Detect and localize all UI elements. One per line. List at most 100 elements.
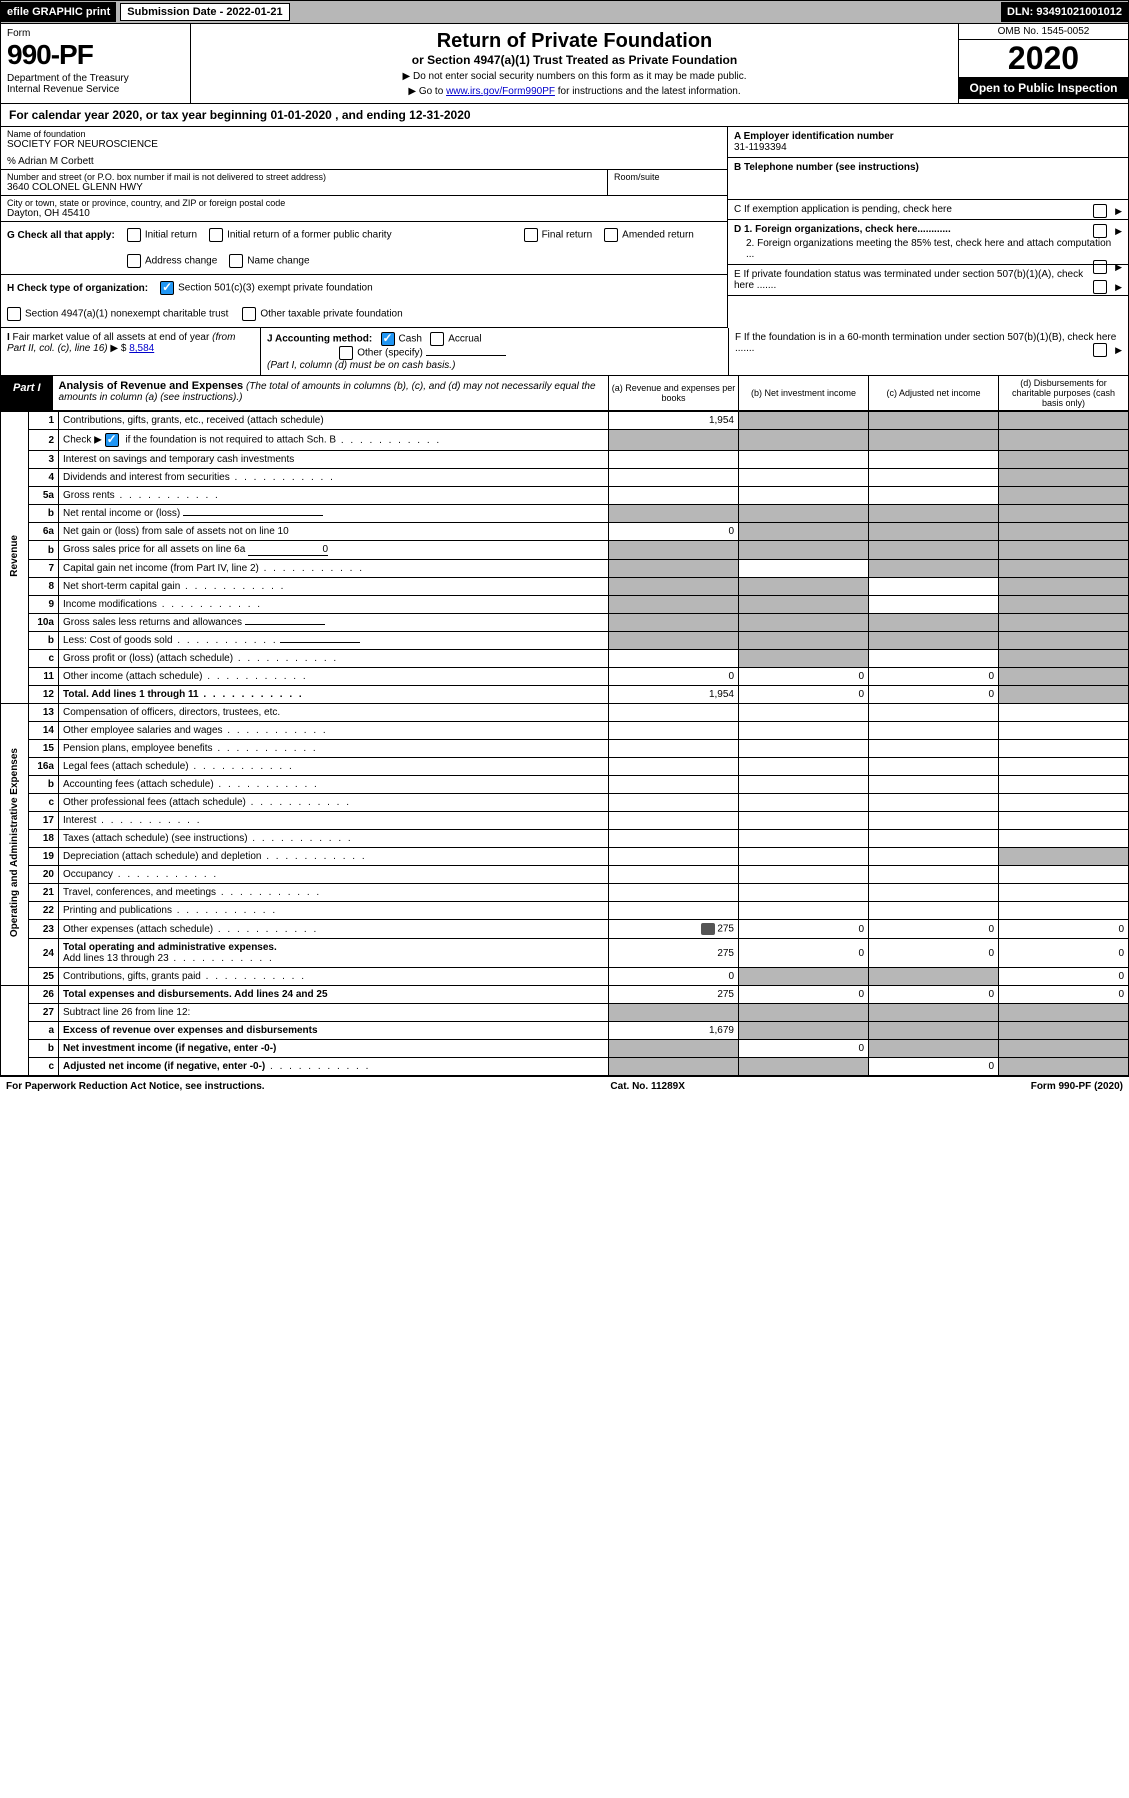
form-header: Form 990-PF Department of the TreasuryIn… (0, 24, 1129, 104)
page-footer: For Paperwork Reduction Act Notice, see … (0, 1076, 1129, 1096)
city-label: City or town, state or province, country… (7, 198, 721, 208)
table-row: 10aGross sales less returns and allowanc… (1, 614, 1129, 632)
dln-badge: DLN: 93491021001012 (1001, 2, 1128, 22)
ein-label: A Employer identification number (734, 131, 894, 142)
j-label: J Accounting method: (267, 334, 372, 345)
chk-other-taxable[interactable] (242, 307, 256, 321)
entity-info: Name of foundation SOCIETY FOR NEUROSCIE… (0, 127, 1129, 328)
table-row: 14Other employee salaries and wages (1, 722, 1129, 740)
table-row: 19Depreciation (attach schedule) and dep… (1, 848, 1129, 866)
chk-cash[interactable] (381, 332, 395, 346)
table-row: 7Capital gain net income (from Part IV, … (1, 560, 1129, 578)
table-row: cAdjusted net income (if negative, enter… (1, 1058, 1129, 1076)
chk-4947[interactable] (7, 307, 21, 321)
care-of: % Adrian M Corbett (7, 156, 721, 167)
section-g: G Check all that apply: Initial return I… (1, 222, 728, 275)
footer-right: Form 990-PF (2020) (1031, 1081, 1123, 1092)
table-row: 11Other income (attach schedule)000 (1, 668, 1129, 686)
main-table: Revenue 1Contributions, gifts, grants, e… (0, 411, 1129, 1076)
room-label: Room/suite (614, 172, 721, 182)
chk-d1[interactable] (1093, 224, 1107, 238)
chk-final[interactable] (524, 228, 538, 242)
fmv-value[interactable]: 8,584 (129, 343, 154, 354)
d2-label: 2. Foreign organizations meeting the 85%… (746, 238, 1122, 260)
table-row: bNet rental income or (loss) (1, 505, 1129, 523)
table-row: 23Other expenses (attach schedule) 27500… (1, 920, 1129, 939)
table-row: cGross profit or (loss) (attach schedule… (1, 650, 1129, 668)
f-label: F If the foundation is in a 60-month ter… (735, 332, 1116, 354)
chk-name-change[interactable] (229, 254, 243, 268)
table-row: 15Pension plans, employee benefits (1, 740, 1129, 758)
section-ijf: I Fair market value of all assets at end… (0, 328, 1129, 376)
revenue-label: Revenue (9, 535, 20, 577)
table-row: 3Interest on savings and temporary cash … (1, 451, 1129, 469)
form-label: Form (7, 28, 184, 39)
table-row: 18Taxes (attach schedule) (see instructi… (1, 830, 1129, 848)
top-bar: efile GRAPHIC print Submission Date - 20… (0, 0, 1129, 24)
oae-label: Operating and Administrative Expenses (9, 748, 20, 937)
j-note: (Part I, column (d) must be on cash basi… (267, 360, 455, 371)
chk-initial-former[interactable] (209, 228, 223, 242)
part1-label: Part I (1, 376, 53, 410)
table-row: 21Travel, conferences, and meetings (1, 884, 1129, 902)
phone-label: B Telephone number (see instructions) (734, 162, 919, 173)
table-row: bAccounting fees (attach schedule) (1, 776, 1129, 794)
d1-label: D 1. Foreign organizations, check here..… (734, 224, 951, 235)
note-link: ▶ Go to www.irs.gov/Form990PF for instru… (197, 86, 952, 97)
table-row: 5aGross rents (1, 487, 1129, 505)
chk-accrual[interactable] (430, 332, 444, 346)
table-row: bGross sales price for all assets on lin… (1, 541, 1129, 560)
table-row: bNet investment income (if negative, ent… (1, 1040, 1129, 1058)
c-label: C If exemption application is pending, c… (734, 204, 952, 215)
form-title: Return of Private Foundation (197, 30, 952, 53)
addr-label: Number and street (or P.O. box number if… (7, 172, 601, 182)
table-row: 27Subtract line 26 from line 12: (1, 1004, 1129, 1022)
part1-title: Analysis of Revenue and Expenses (59, 380, 244, 392)
i-label: I (7, 332, 10, 343)
chk-f[interactable] (1093, 343, 1107, 357)
table-row: 4Dividends and interest from securities (1, 469, 1129, 487)
tax-year: 2020 (959, 40, 1128, 77)
omb-number: OMB No. 1545-0052 (959, 24, 1128, 40)
chk-initial[interactable] (127, 228, 141, 242)
irs-link[interactable]: www.irs.gov/Form990PF (446, 86, 555, 97)
efile-badge[interactable]: efile GRAPHIC print (1, 2, 116, 22)
table-row: 8Net short-term capital gain (1, 578, 1129, 596)
chk-c[interactable] (1093, 204, 1107, 218)
chk-other-method[interactable] (339, 346, 353, 360)
name-label: Name of foundation (7, 129, 721, 139)
foundation-name: SOCIETY FOR NEUROSCIENCE (7, 139, 721, 150)
table-row: 26Total expenses and disbursements. Add … (1, 986, 1129, 1004)
part1-header: Part I Analysis of Revenue and Expenses … (0, 376, 1129, 411)
table-row: 17Interest (1, 812, 1129, 830)
table-row: 6aNet gain or (loss) from sale of assets… (1, 523, 1129, 541)
table-row: aExcess of revenue over expenses and dis… (1, 1022, 1129, 1040)
table-row: 25Contributions, gifts, grants paid00 (1, 968, 1129, 986)
col-c-head: (c) Adjusted net income (868, 376, 998, 410)
form-subtitle: or Section 4947(a)(1) Trust Treated as P… (197, 53, 952, 67)
table-row: Operating and Administrative Expenses 13… (1, 704, 1129, 722)
table-row: cOther professional fees (attach schedul… (1, 794, 1129, 812)
attachment-icon[interactable] (701, 923, 715, 935)
chk-sch-b[interactable] (105, 433, 119, 447)
note-ssn: ▶ Do not enter social security numbers o… (197, 71, 952, 82)
table-row: 2Check ▶ if the foundation is not requir… (1, 430, 1129, 451)
form-number: 990-PF (7, 39, 184, 71)
city-state-zip: Dayton, OH 45410 (7, 208, 721, 219)
footer-left: For Paperwork Reduction Act Notice, see … (6, 1081, 265, 1092)
section-h: H Check type of organization: Section 50… (1, 275, 728, 328)
table-row: 20Occupancy (1, 866, 1129, 884)
submission-date: Submission Date - 2022-01-21 (120, 3, 289, 21)
chk-addr-change[interactable] (127, 254, 141, 268)
chk-e[interactable] (1093, 280, 1107, 294)
table-row: Revenue 1Contributions, gifts, grants, e… (1, 412, 1129, 430)
footer-mid: Cat. No. 11289X (610, 1081, 684, 1092)
col-d-head: (d) Disbursements for charitable purpose… (998, 376, 1128, 410)
dept-label: Department of the TreasuryInternal Reven… (7, 73, 184, 95)
chk-501c3[interactable] (160, 281, 174, 295)
col-b-head: (b) Net investment income (738, 376, 868, 410)
table-row: 22Printing and publications (1, 902, 1129, 920)
chk-amended[interactable] (604, 228, 618, 242)
col-a-head: (a) Revenue and expenses per books (608, 376, 738, 410)
table-row: 9Income modifications (1, 596, 1129, 614)
